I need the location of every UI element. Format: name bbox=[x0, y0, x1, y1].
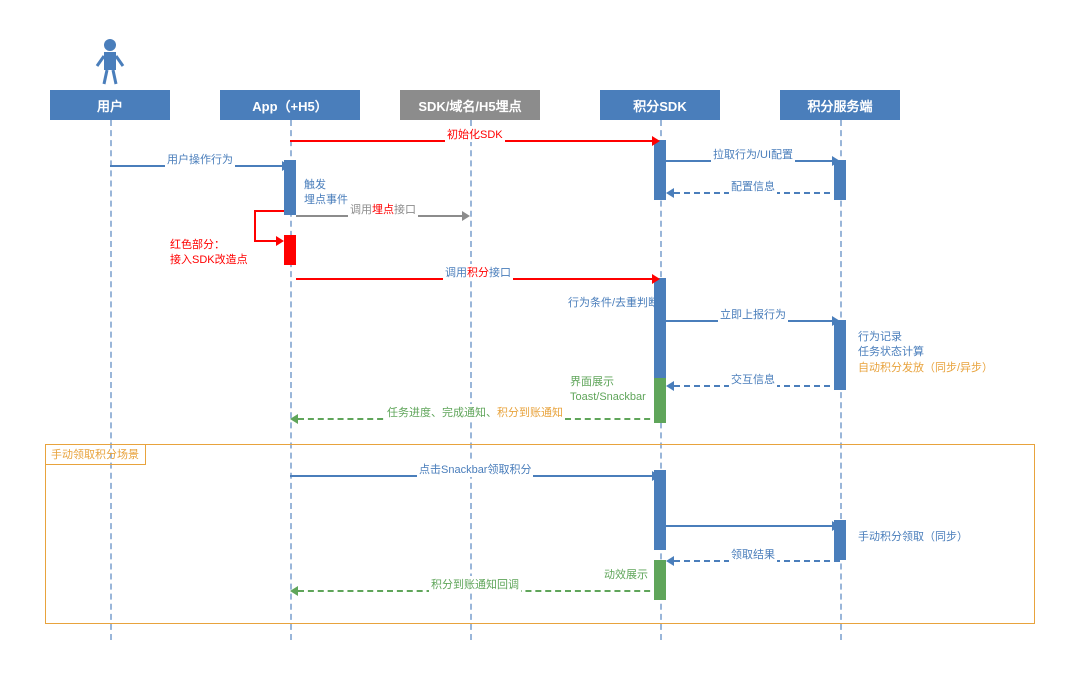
note: 触发埋点事件 bbox=[304, 178, 348, 209]
self-msg-seg bbox=[254, 210, 284, 212]
message-label: 点击Snackbar领取积分 bbox=[417, 461, 533, 477]
participant-user: 用户 bbox=[50, 90, 170, 120]
message-label: 领取结果 bbox=[729, 546, 777, 562]
arrow-head-icon bbox=[832, 156, 840, 166]
note: 手动积分领取（同步） bbox=[858, 530, 968, 545]
self-msg-seg bbox=[254, 210, 256, 240]
activation bbox=[654, 140, 666, 200]
arrow-head-icon bbox=[290, 414, 298, 424]
sequence-diagram: 用户 App（+H5） SDK/域名/H5埋点 积分SDK 积分服务端手动领取积分场景 初… bbox=[20, 20, 1060, 653]
note: 动效展示 bbox=[604, 568, 648, 583]
message-label: 拉取行为/UI配置 bbox=[711, 146, 795, 162]
activation bbox=[284, 235, 296, 265]
arrow-head-icon bbox=[652, 136, 660, 146]
arrow-head-icon bbox=[832, 316, 840, 326]
message-label: 配置信息 bbox=[729, 178, 777, 194]
note: 界面展示Toast/Snackbar bbox=[570, 375, 646, 406]
message-label: 用户操作行为 bbox=[165, 151, 235, 167]
participant-sdkdom: SDK/域名/H5埋点 bbox=[400, 90, 540, 120]
participant-pointsdk: 积分SDK bbox=[600, 90, 720, 120]
message-label: 交互信息 bbox=[729, 371, 777, 387]
activation bbox=[654, 470, 666, 550]
self-msg-seg bbox=[254, 240, 278, 242]
actor-icon bbox=[95, 38, 125, 86]
arrow-head bbox=[276, 236, 284, 246]
frame-label: 手动领取积分场景 bbox=[45, 444, 146, 465]
arrow-head-icon bbox=[462, 211, 470, 221]
message-label: 初始化SDK bbox=[445, 126, 505, 142]
message-label: 调用积分接口 bbox=[443, 264, 513, 280]
activation bbox=[834, 320, 846, 390]
arrow-head-icon bbox=[832, 521, 840, 531]
message-arrow bbox=[666, 525, 832, 527]
message-label: 任务进度、完成通知、积分到账通知 bbox=[385, 404, 565, 420]
arrow-head-icon bbox=[666, 381, 674, 391]
arrow-head-icon bbox=[666, 188, 674, 198]
message-label: 调用埋点接口 bbox=[348, 201, 418, 217]
arrow-head-icon bbox=[652, 274, 660, 284]
activation bbox=[654, 378, 666, 423]
arrow-head-icon bbox=[282, 161, 290, 171]
note: 行为记录任务状态计算自动积分发放（同步/异步） bbox=[858, 330, 993, 376]
message-label: 立即上报行为 bbox=[718, 306, 788, 322]
activation bbox=[834, 160, 846, 200]
activation bbox=[654, 560, 666, 600]
message-label: 积分到账通知回调 bbox=[429, 576, 521, 592]
arrow-head-icon bbox=[666, 556, 674, 566]
arrow-head-icon bbox=[290, 586, 298, 596]
participant-server: 积分服务端 bbox=[780, 90, 900, 120]
note: 红色部分：接入SDK改造点 bbox=[170, 238, 248, 269]
participant-app: App（+H5） bbox=[220, 90, 360, 120]
arrow-head-icon bbox=[652, 471, 660, 481]
note: 行为条件/去重判断 bbox=[568, 296, 659, 311]
